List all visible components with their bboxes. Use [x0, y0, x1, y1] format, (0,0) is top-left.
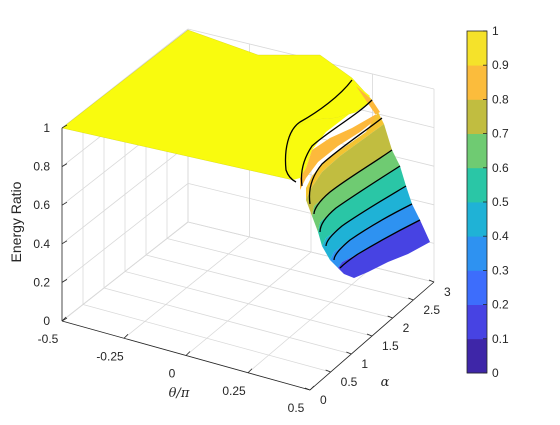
y-tick-label: 2.5 [423, 303, 440, 317]
colorbar-tick-label: 0.3 [492, 263, 509, 277]
colorbar-segment [467, 338, 487, 374]
surface-band-0-5 [312, 150, 400, 232]
z-tick-mark [61, 201, 68, 206]
contour-0-8 [300, 99, 373, 187]
surface-band-0-9 [288, 80, 372, 180]
y-tick-label: 2 [403, 321, 410, 335]
colorbar-segment [467, 65, 487, 100]
colorbar-tick-label: 0.2 [492, 298, 509, 312]
contour-0-7 [308, 117, 383, 205]
colorbar: 0 0.1 0.2 0.3 0.4 0.5 0.6 0.7 0.8 0.9 1 [466, 24, 509, 380]
y-tick-label: 3 [444, 285, 451, 299]
y-tick-mark [304, 387, 311, 391]
x-axis-ticks: -0.5 -0.25 0 0.25 0.5 [38, 316, 315, 415]
x-tick-mark [185, 351, 191, 356]
contour-0-3 [333, 203, 413, 261]
colorbar-segment [467, 270, 487, 305]
colorbar-segment [467, 133, 487, 169]
y-tick-label: 0.5 [341, 375, 358, 389]
colorbar-tick-label: 0.4 [492, 229, 509, 243]
left-wall-grid-horizontal [61, 183, 189, 283]
colorbar-segment [467, 202, 487, 237]
surface-band-0-3 [322, 186, 412, 260]
y-tick-mark [366, 333, 373, 337]
z-tick-mark [61, 124, 68, 129]
colorbar-tick-label: 1 [492, 24, 499, 38]
z-tick-mark [61, 163, 68, 167]
back-wall-grid-horizontal [187, 221, 435, 283]
y-tick-label: 1.5 [382, 339, 399, 353]
x-tick-label: -0.5 [38, 332, 59, 346]
x-tick-mark [247, 368, 253, 374]
z-tick-mark [61, 279, 68, 283]
y-tick-mark [346, 351, 352, 355]
y-tick-mark [408, 297, 414, 301]
colorbar-tick-label: 0 [492, 366, 499, 380]
colorbar-segment [467, 31, 487, 66]
floor-grid-alpha [124, 271, 373, 337]
colorbar-tick-label: 0.7 [492, 127, 509, 141]
y-tick-mark [387, 315, 393, 319]
colorbar-tick-label: 0.8 [492, 92, 509, 106]
z-tick-label: 0.6 [33, 198, 50, 212]
x-tick-mark [61, 316, 67, 322]
y-tick-label: 1 [361, 357, 368, 371]
x-axis-label: θ/π [169, 386, 190, 401]
floor-grid-alpha [166, 238, 414, 301]
colorbar-segment [467, 167, 487, 203]
colorbar-segment [467, 99, 487, 134]
surface [61, 29, 430, 278]
left-wall-grid-horizontal [61, 144, 189, 245]
contour-0-4 [325, 185, 407, 247]
floor-grid-alpha [82, 304, 331, 373]
surface-band-0-2 [330, 204, 420, 268]
z-axis-ticks: 0 0.2 0.4 0.6 0.8 1 [33, 121, 68, 328]
colorbar-tick-label: 0.9 [492, 58, 509, 72]
y-axis-ticks: 0 0.51 1.5 2 2.5 3 [304, 279, 451, 407]
colorbar-segment [467, 236, 487, 271]
y-axis-label: α [381, 375, 390, 390]
surface-band-0-1 [338, 220, 430, 278]
left-wall-grid-horizontal [61, 221, 189, 322]
contour-0-5 [319, 165, 401, 233]
z-axis-label: Energy Ratio [8, 181, 24, 262]
x-tick-label: -0.25 [96, 349, 124, 363]
x-tick-mark [309, 385, 315, 391]
z-tick-label: 0 [43, 314, 50, 328]
contour-lines [284, 79, 421, 269]
colorbar-segment [467, 304, 487, 340]
floor-grid-alpha [103, 287, 352, 355]
contour-0-2 [339, 219, 421, 269]
surface-band-0-4 [318, 166, 406, 246]
colorbar-tick-label: 0.6 [492, 161, 509, 175]
x-tick-label: 0.5 [288, 401, 305, 415]
x-tick-label: 0.25 [222, 384, 246, 398]
x-tick-label: 0 [169, 367, 176, 381]
colorbar-tick-label: 0.1 [492, 332, 509, 346]
surface-band-0-7 [306, 112, 384, 200]
y-tick-mark [325, 369, 331, 373]
surface-band-0-6 [306, 124, 392, 216]
colorbar-tick-label: 0.5 [492, 195, 509, 209]
contour-0-6 [313, 149, 393, 215]
z-tick-label: 1 [43, 121, 50, 135]
y-tick-mark [428, 279, 435, 283]
y-tick-label: 0 [320, 393, 327, 407]
contour-0-9 [284, 79, 353, 183]
x-tick-mark [123, 333, 129, 339]
surface-band-0-8 [300, 86, 380, 190]
z-tick-mark [61, 240, 68, 245]
floor-grid-alpha [145, 254, 393, 319]
z-tick-label: 0.2 [33, 275, 50, 289]
z-tick-label: 0.4 [33, 237, 50, 251]
z-tick-label: 0.8 [33, 160, 50, 174]
